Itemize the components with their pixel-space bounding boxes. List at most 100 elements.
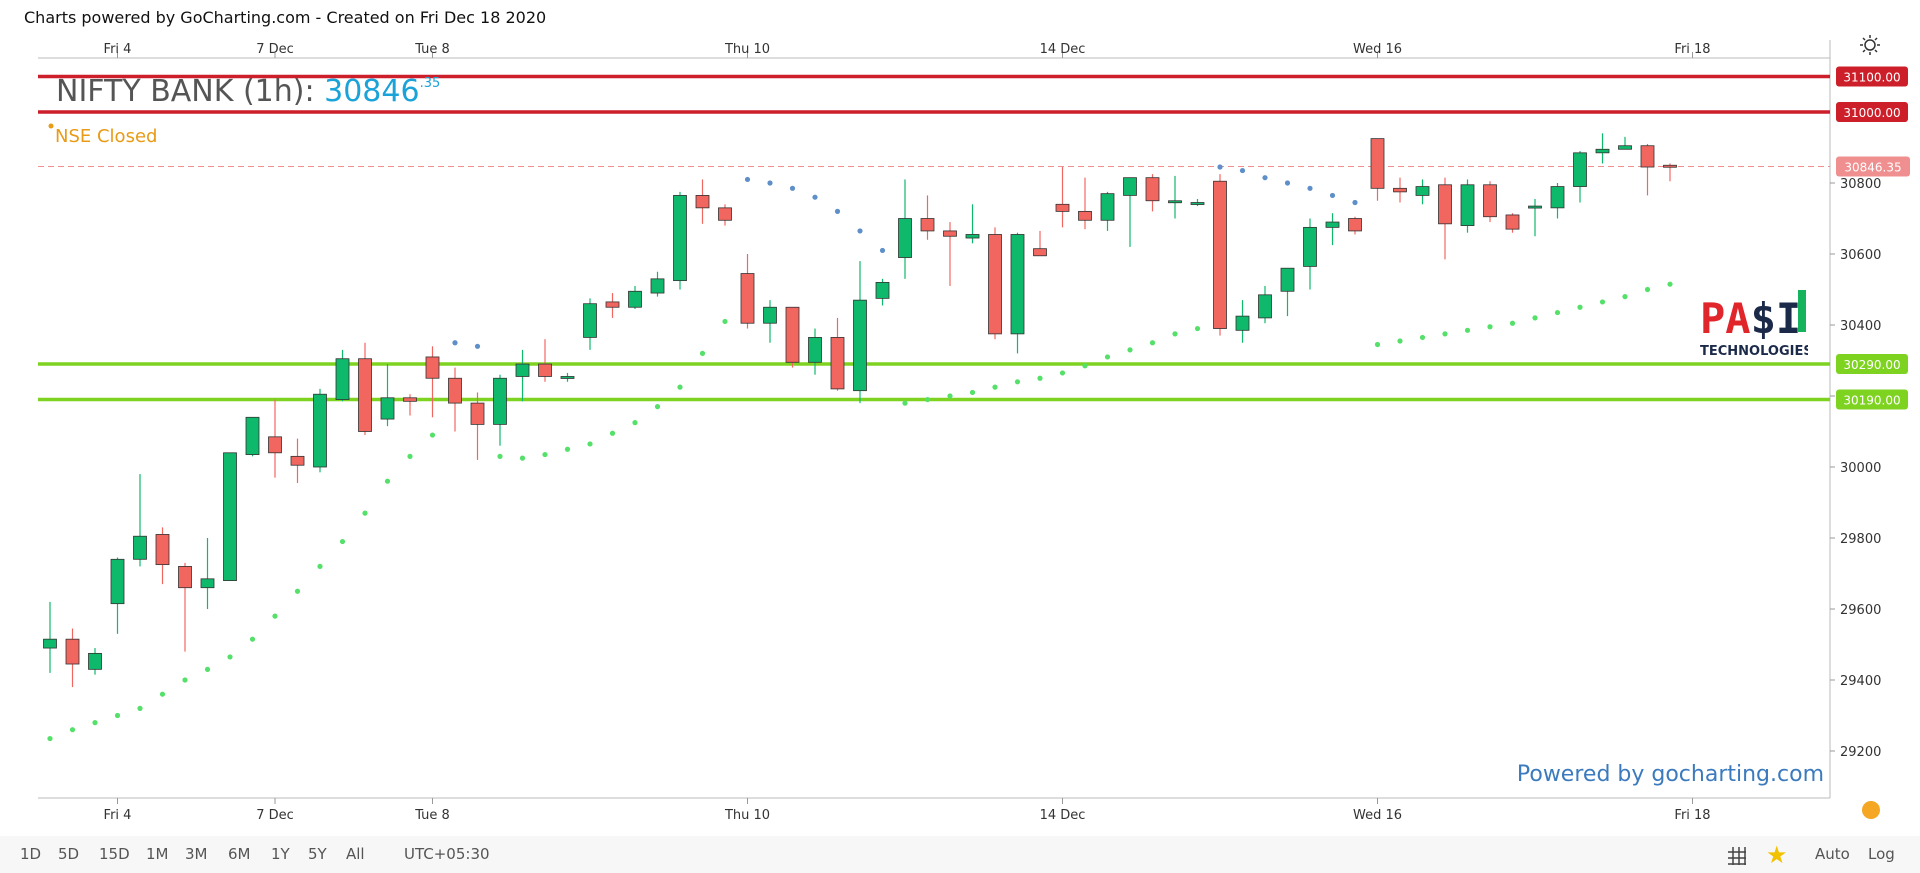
candle-body [1415,186,1430,196]
resistance-tag [1836,102,1908,122]
psar-dot [947,393,953,399]
x-tick-label-bottom: Tue 8 [414,808,450,823]
x-tick-label-top: Fri 4 [104,42,132,57]
candle-body [1370,138,1385,189]
candle-body [245,416,260,455]
candle-body [133,535,147,560]
x-tick-label-top: Wed 16 [1353,42,1402,57]
candle-body [268,436,282,454]
candle-body [1528,205,1542,209]
range-button-1y[interactable]: 1Y [271,845,290,863]
axes: 2920029400296002980030000302003040030600… [104,42,1882,823]
psar-dot [587,441,593,447]
candle-body [1618,145,1632,150]
range-button-1d[interactable]: 1D [20,845,42,863]
auto-scale-button[interactable]: Auto [1815,845,1850,863]
x-tick-label-top: Fri 18 [1674,42,1710,57]
candle-body [1393,187,1407,193]
psar-dot [1149,340,1156,346]
psar-dot [407,453,413,459]
psar-dot [1194,325,1201,332]
grid-icon[interactable] [1726,845,1748,871]
psar-dot [1442,331,1448,337]
chart-labels: 31100.00 31000.00 30290.00 30190.00 30846.35… [48,66,1910,787]
support-tag-label: 30290.00 [1843,358,1900,372]
x-tick-label-top: Thu 10 [724,42,770,57]
svg-text:TECHNOLOGIES: TECHNOLOGIES [1700,344,1808,359]
psar-dot [812,194,818,200]
psar-dot [1644,286,1651,293]
psar-dot [1307,185,1313,191]
psar-dot [384,478,391,484]
psar-dot [632,420,638,426]
candle-body [1595,148,1610,154]
candle-body [1010,234,1025,335]
candle-body [1145,177,1160,202]
range-button-1m[interactable]: 1M [146,845,169,863]
chart-canvas[interactable]: 2920029400296002980030000302003040030600… [0,0,1920,836]
psar-dot [317,563,323,570]
log-scale-button[interactable]: Log [1868,845,1895,863]
candle-body [313,393,327,468]
psar-dot [204,666,211,672]
psar-dot [1532,315,1538,321]
candle-body [763,306,777,324]
candle-body [965,234,980,239]
candle-body [1100,193,1115,221]
psar-dot [1172,331,1178,337]
candle-body [988,234,1002,335]
psar-dot [69,727,76,733]
candle-body [740,273,755,324]
candle-body [920,218,935,232]
psar-dot [924,396,931,403]
candle-body [718,207,732,221]
candle-body [673,195,687,282]
psar-dot [1127,347,1133,353]
psar-dot [272,613,278,619]
settings-sun-icon[interactable] [1859,34,1881,56]
psar-dot [1419,334,1426,341]
candle-body [178,566,192,589]
psar-dot [497,453,503,459]
candle-body [830,337,845,390]
psar-dot [1284,180,1291,186]
chart-header: Charts powered by GoCharting.com - Creat… [24,8,547,27]
star-icon[interactable]: ★ [1766,841,1788,869]
candle-body [1460,184,1475,226]
range-button-15d[interactable]: 15D [99,845,130,863]
psar-dot [564,446,571,452]
candle-body [200,578,215,589]
candle-body [448,377,462,404]
status-indicator[interactable] [1862,801,1880,819]
candle-body [515,363,530,377]
psar-dot [722,318,728,325]
candle-body [1235,315,1250,331]
x-tick-label-top: 7 Dec [256,42,294,57]
candle-body [1033,248,1047,257]
y-tick-label: 29200 [1840,745,1881,760]
range-button-6m[interactable]: 6M [228,845,251,863]
psar-dot [294,588,301,594]
timezone-label[interactable]: UTC+05:30 [404,845,490,863]
candles [43,133,1677,688]
psar-dot [159,691,166,697]
range-button-5y[interactable]: 5Y [308,845,327,863]
y-tick-label: 29600 [1840,603,1881,618]
range-button-all[interactable]: All [346,845,365,863]
candle-body [538,363,552,377]
support-tag [1836,354,1908,375]
x-tick-label-bottom: Thu 10 [724,808,770,823]
chart-frame [38,40,1831,799]
symbol-name: NIFTY BANK (1h): [56,74,324,109]
psar-dot [227,654,233,660]
range-button-5d[interactable]: 5D [58,845,80,863]
candle-body [560,376,575,379]
candle-body [1438,184,1452,225]
psar-dot [339,538,346,545]
bottom-toolbar [0,836,1920,873]
range-button-3m[interactable]: 3M [185,845,208,863]
candle-body [1573,152,1587,187]
psar-dot [1397,338,1403,344]
x-tick-label-top: Tue 8 [414,42,450,57]
psar-dot [1037,375,1043,381]
